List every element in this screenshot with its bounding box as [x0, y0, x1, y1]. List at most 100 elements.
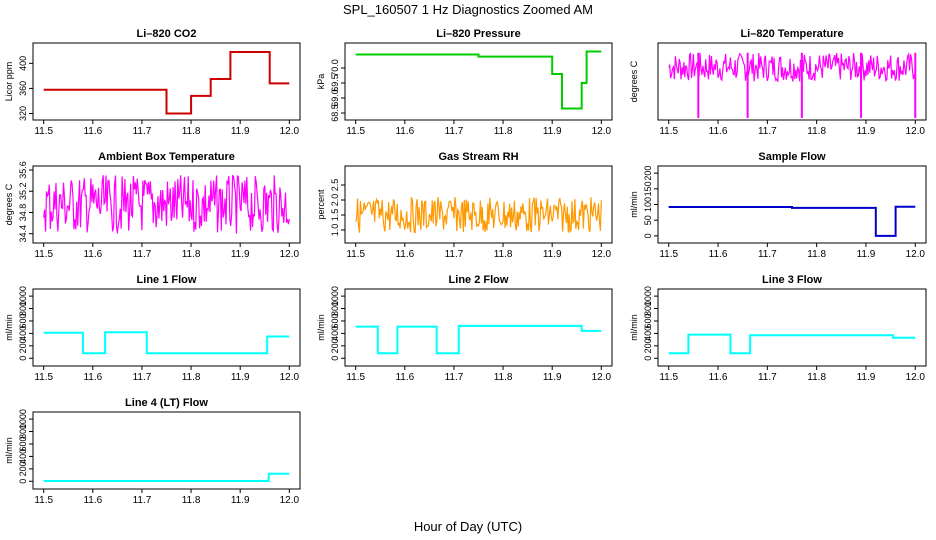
- y-tick-label: 100: [643, 197, 653, 212]
- y-tick-label: 320: [18, 106, 28, 121]
- y-axis-label: degrees C: [629, 60, 639, 102]
- chart-panel-2: Li–820 Pressure 11.5 11.6 11.7 11.8 11.9 12.0 6…: [316, 28, 613, 137]
- series-line: [43, 51, 290, 115]
- y-tick-label: 1000: [18, 409, 28, 429]
- x-tick-label: 11.8: [494, 126, 513, 137]
- panel-title: Line 2 Flow: [449, 274, 509, 286]
- x-tick-label: 11.8: [494, 249, 513, 260]
- y-axis-label: ml/min: [629, 191, 639, 218]
- chart-panel-10: Line 4 (LT) Flow 11.5 11.6 11.7 11.8 11.9 12.0…: [4, 397, 301, 506]
- y-axis-label: ml/min: [4, 437, 14, 464]
- x-tick-label: 11.5: [659, 249, 678, 260]
- x-tick-label: 11.8: [182, 126, 201, 137]
- chart-panel-5: Gas Stream RH 11.5 11.6 11.7 11.8 11.9 12.0 1.0…: [316, 151, 613, 260]
- y-tick-label: 200: [330, 338, 340, 353]
- panel-title: Line 3 Flow: [762, 274, 822, 286]
- y-tick-label: 400: [330, 326, 340, 341]
- y-axis-label: kPa: [316, 74, 326, 90]
- y-tick-label: 34.4: [18, 225, 28, 243]
- x-tick-label: 11.9: [231, 495, 250, 506]
- y-tick-label: 69.0: [330, 89, 340, 107]
- chart-panel-1: Li–820 CO2 11.5 11.6 11.7 11.8 11.9 12.0 320 360…: [4, 28, 301, 137]
- y-tick-label: 200: [643, 166, 653, 181]
- x-tick-label: 12.0: [280, 495, 300, 506]
- x-tick-label: 11.9: [543, 126, 562, 137]
- series-line: [43, 472, 290, 482]
- x-tick-label: 11.8: [182, 495, 201, 506]
- y-tick-label: 68.5: [330, 104, 340, 122]
- x-tick-label: 11.8: [807, 249, 826, 260]
- x-tick-label: 12.0: [280, 372, 300, 383]
- x-tick-label: 12.0: [592, 249, 612, 260]
- series-line: [668, 205, 916, 237]
- y-tick-label: 35.6: [18, 161, 28, 179]
- x-tick-label: 11.8: [494, 372, 513, 383]
- chart-panel-3: Li–820 Temperature 11.5 11.6 11.7 11.8 11.9 12…: [629, 28, 927, 137]
- x-tick-label: 12.0: [280, 126, 300, 137]
- y-tick-label: 600: [330, 313, 340, 328]
- series-line: [355, 50, 602, 110]
- y-tick-label: 1.0: [330, 224, 340, 237]
- y-tick-label: 200: [643, 338, 653, 353]
- y-tick-label: 69.5: [330, 74, 340, 92]
- x-tick-label: 11.6: [395, 126, 414, 137]
- y-tick-label: 2.5: [330, 179, 340, 192]
- x-tick-label: 11.9: [543, 372, 562, 383]
- y-tick-label: 360: [18, 81, 28, 96]
- y-tick-label: 800: [18, 424, 28, 439]
- y-tick-label: 200: [18, 461, 28, 476]
- y-tick-label: 1.5: [330, 209, 340, 222]
- x-tick-label: 11.8: [807, 372, 826, 383]
- chart-panel-8: Line 2 Flow 11.5 11.6 11.7 11.8 11.9 12.0 0 2004…: [316, 274, 613, 383]
- y-tick-label: 600: [18, 313, 28, 328]
- y-axis-label: degrees C: [4, 183, 14, 225]
- chart-panel-9: Line 3 Flow 11.5 11.6 11.7 11.8 11.9 12.0 0 2004…: [629, 274, 927, 383]
- x-tick-label: 11.5: [34, 372, 53, 383]
- series-line: [668, 333, 916, 355]
- x-tick-label: 11.5: [346, 126, 365, 137]
- chart-panel-7: Line 1 Flow 11.5 11.6 11.7 11.8 11.9 12.0 0 2004…: [4, 274, 301, 383]
- x-tick-label: 11.7: [758, 249, 777, 260]
- series-line: [43, 331, 290, 355]
- x-tick-label: 11.5: [346, 372, 365, 383]
- y-tick-label: 600: [18, 436, 28, 451]
- x-tick-label: 12.0: [592, 372, 612, 383]
- plot-frame: [32, 411, 301, 490]
- x-tick-label: 11.8: [182, 372, 201, 383]
- y-tick-label: 34.8: [18, 204, 28, 222]
- x-tick-label: 11.7: [133, 372, 152, 383]
- x-tick-label: 11.7: [133, 495, 152, 506]
- x-tick-label: 11.6: [83, 372, 102, 383]
- y-tick-label: 400: [18, 326, 28, 341]
- plot-frame: [344, 288, 613, 367]
- y-tick-label: 150: [643, 181, 653, 196]
- series-line: [355, 324, 602, 355]
- plot-frame: [32, 288, 301, 367]
- plot-frame: [344, 165, 613, 244]
- y-tick-label: 1000: [18, 286, 28, 306]
- plot-frame: [32, 42, 301, 121]
- y-axis-label: ml/min: [629, 314, 639, 341]
- x-tick-label: 11.6: [709, 249, 728, 260]
- x-tick-label: 11.5: [659, 372, 678, 383]
- x-tick-label: 11.6: [83, 126, 102, 137]
- x-tick-label: 11.7: [445, 372, 464, 383]
- y-tick-label: 200: [18, 338, 28, 353]
- x-tick-label: 11.9: [857, 249, 876, 260]
- series-noise: [668, 51, 916, 83]
- x-tick-label: 11.9: [231, 126, 250, 137]
- panel-title: Li–820 CO2: [137, 28, 197, 40]
- plot-frame: [657, 288, 927, 367]
- series-noise: [43, 174, 290, 234]
- y-tick-label: 400: [18, 449, 28, 464]
- y-axis-label: percent: [316, 189, 326, 220]
- x-tick-label: 11.7: [445, 126, 464, 137]
- plot-frame: [657, 165, 927, 244]
- x-tick-label: 11.9: [543, 249, 562, 260]
- y-tick-label: 0: [18, 479, 28, 484]
- y-axis-label: ml/min: [316, 314, 326, 341]
- y-tick-label: 0: [643, 233, 653, 238]
- x-tick-label: 12.0: [280, 249, 300, 260]
- y-tick-label: 1000: [330, 286, 340, 306]
